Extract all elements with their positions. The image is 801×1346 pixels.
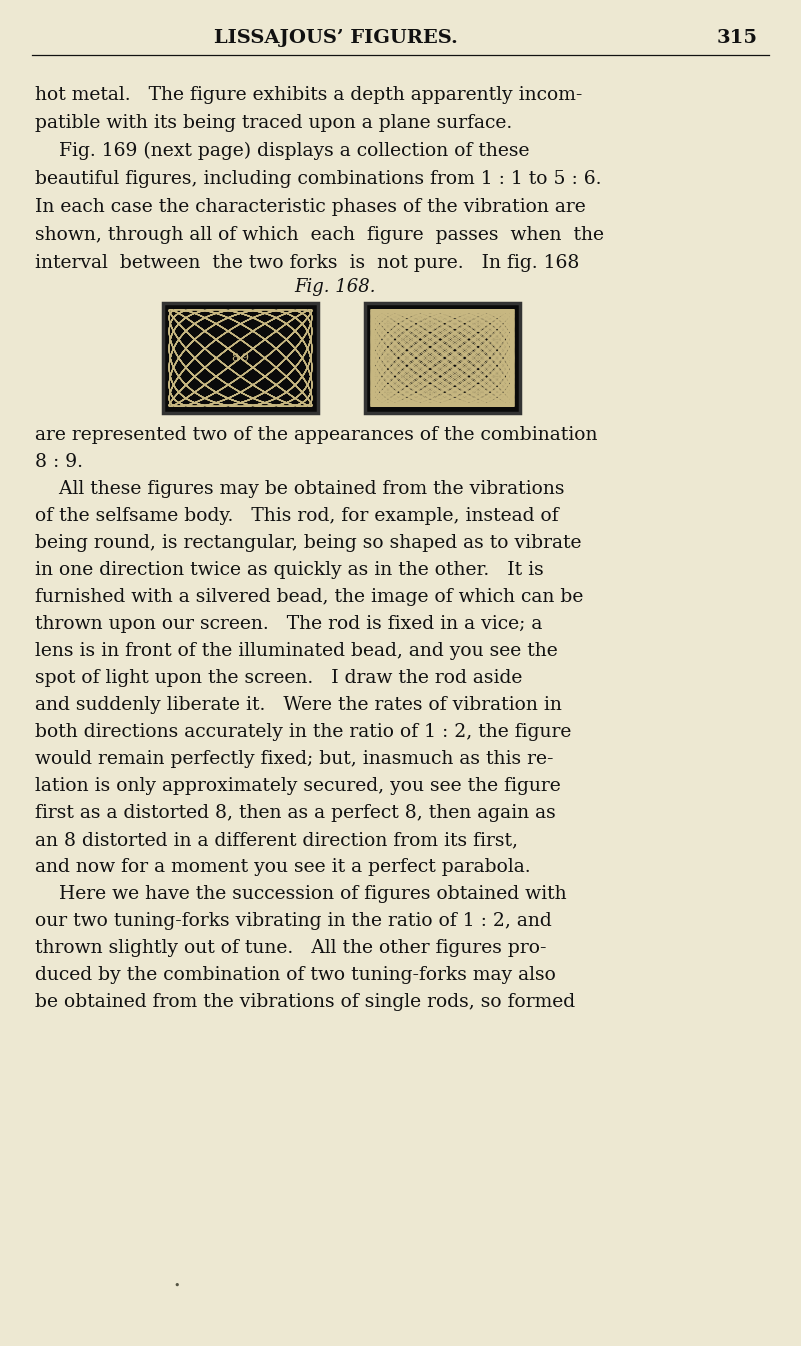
- Text: Fig. 168.: Fig. 168.: [294, 279, 376, 296]
- Text: an 8 distorted in a different direction from its first,: an 8 distorted in a different direction …: [35, 830, 518, 849]
- Text: spot of light upon the screen.   I draw the rod aside: spot of light upon the screen. I draw th…: [35, 669, 522, 686]
- Text: Here we have the succession of figures obtained with: Here we have the succession of figures o…: [35, 886, 566, 903]
- Text: would remain perfectly fixed; but, inasmuch as this re-: would remain perfectly fixed; but, inasm…: [35, 750, 553, 769]
- Text: being round, is rectangular, being so shaped as to vibrate: being round, is rectangular, being so sh…: [35, 534, 582, 552]
- Text: furnished with a silvered bead, the image of which can be: furnished with a silvered bead, the imag…: [35, 588, 583, 606]
- Text: hot metal.   The figure exhibits a depth apparently incom-: hot metal. The figure exhibits a depth a…: [35, 86, 582, 104]
- Text: be obtained from the vibrations of single rods, so formed: be obtained from the vibrations of singl…: [35, 993, 575, 1011]
- Text: interval  between  the two forks  is  not pure.   In fig. 168: interval between the two forks is not pu…: [35, 254, 579, 272]
- Text: lens is in front of the illuminated bead, and you see the: lens is in front of the illuminated bead…: [35, 642, 557, 660]
- Text: LISSAJOUS’ FIGURES.: LISSAJOUS’ FIGURES.: [215, 30, 458, 47]
- Text: beautiful figures, including combinations from 1 : 1 to 5 : 6.: beautiful figures, including combination…: [35, 170, 602, 188]
- Text: 315: 315: [716, 30, 758, 47]
- Text: patible with its being traced upon a plane surface.: patible with its being traced upon a pla…: [35, 114, 513, 132]
- Text: thrown upon our screen.   The rod is fixed in a vice; a: thrown upon our screen. The rod is fixed…: [35, 615, 542, 633]
- Text: In each case the characteristic phases of the vibration are: In each case the characteristic phases o…: [35, 198, 586, 215]
- Bar: [163, 303, 318, 413]
- Text: both directions accurately in the ratio of 1 : 2, the figure: both directions accurately in the ratio …: [35, 723, 571, 742]
- Text: •: •: [173, 1281, 179, 1291]
- Text: 8 : 9.: 8 : 9.: [35, 454, 83, 471]
- Text: lation is only approximately secured, you see the figure: lation is only approximately secured, yo…: [35, 777, 561, 795]
- Text: shown, through all of which  each  figure  passes  when  the: shown, through all of which each figure …: [35, 226, 604, 244]
- Text: our two tuning-forks vibrating in the ratio of 1 : 2, and: our two tuning-forks vibrating in the ra…: [35, 913, 552, 930]
- Text: in one direction twice as quickly as in the other.   It is: in one direction twice as quickly as in …: [35, 561, 544, 579]
- Text: are represented two of the appearances of the combination: are represented two of the appearances o…: [35, 425, 598, 444]
- Text: first as a distorted 8, then as a perfect 8, then again as: first as a distorted 8, then as a perfec…: [35, 804, 556, 822]
- Text: All these figures may be obtained from the vibrations: All these figures may be obtained from t…: [35, 481, 565, 498]
- Text: Fig. 169 (next page) displays a collection of these: Fig. 169 (next page) displays a collecti…: [35, 141, 529, 160]
- Text: of the selfsame body.   This rod, for example, instead of: of the selfsame body. This rod, for exam…: [35, 507, 558, 525]
- Text: and suddenly liberate it.   Were the rates of vibration in: and suddenly liberate it. Were the rates…: [35, 696, 562, 713]
- Text: 8-9: 8-9: [231, 353, 249, 363]
- Text: duced by the combination of two tuning-forks may also: duced by the combination of two tuning-f…: [35, 966, 556, 984]
- Bar: [365, 303, 520, 413]
- Text: and now for a moment you see it a perfect parabola.: and now for a moment you see it a perfec…: [35, 857, 530, 876]
- Text: thrown slightly out of tune.   All the other figures pro-: thrown slightly out of tune. All the oth…: [35, 940, 546, 957]
